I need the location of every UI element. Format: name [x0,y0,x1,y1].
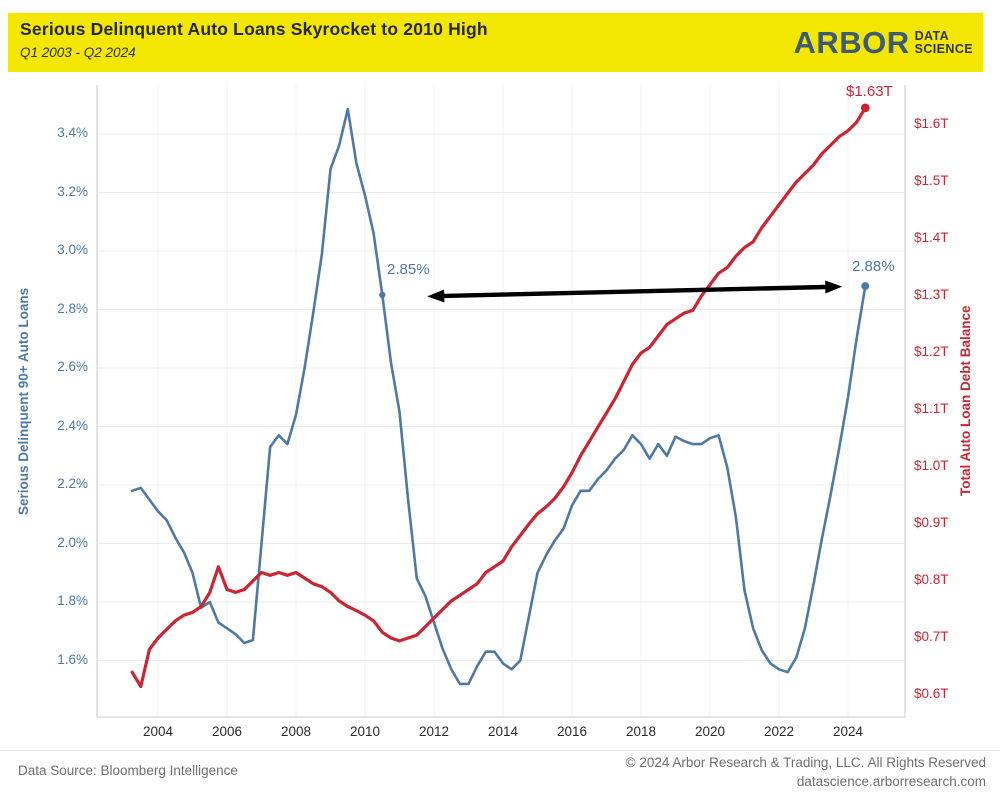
right-axis-title: Total Auto Loan Debt Balance [958,305,973,497]
x-axis-tick-label: 2014 [487,724,519,739]
y-axis-right-tick-label: $0.9T [914,515,949,530]
x-axis-tick-label: 2016 [556,724,588,739]
website-text: datascience.arborresearch.com [796,774,986,789]
logo-tagline-line1: DATA [914,28,950,43]
dot-latest-balance [860,103,870,113]
x-axis-tick-label: 2020 [694,724,726,739]
debt-balance-line [130,106,867,689]
annotation-2010-peak: 2.85% [387,261,430,278]
y-axis-right-tick-label: $1.5T [914,173,949,188]
chart-subtitle: Q1 2003 - Q2 2024 [20,45,136,60]
x-axis-tick-label: 2004 [142,724,174,739]
y-axis-right-tick-label: $0.7T [914,629,949,644]
logo-brand-text: ARBOR [793,24,910,60]
x-axis-tick-label: 2008 [280,724,312,739]
y-axis-right-tick-label: $1.1T [914,401,949,416]
comparison-arrow-head-right [825,280,843,294]
footer-divider [0,750,1000,751]
dot-latest-delinquency [861,282,870,291]
comparison-arrow-head-left [427,289,445,303]
x-axis-tick-label: 2024 [832,724,864,739]
y-axis-left-tick-label: 2.8% [57,300,88,316]
x-axis-tick-label: 2010 [349,724,381,739]
x-axis-tick-label: 2018 [625,724,657,739]
left-axis-title: Serious Delinquent 90+ Auto Loans [16,287,31,515]
arbor-logo: ARBOR DATA SCIENCE [793,13,973,72]
y-axis-left-tick-label: 3.0% [57,242,88,257]
x-axis-tick-label: 2022 [763,724,795,739]
x-axis-tick-label: 2012 [418,724,450,739]
footer-credits: © 2024 Arbor Research & Trading, LLC. Al… [626,753,986,791]
y-axis-left-tick-label: 1.8% [57,593,88,608]
y-axis-left-tick-label: 2.6% [57,359,88,374]
dot-2010-peak [379,291,386,299]
logo-tagline-line2: SCIENCE [914,41,973,56]
y-axis-left-tick-label: 2.4% [57,417,88,433]
y-axis-left-tick-label: 3.2% [57,183,88,199]
annotation-latest-balance: $1.63T [846,83,893,100]
x-axis-tick-label: 2006 [211,724,243,739]
y-axis-right-tick-label: $1.4T [914,230,949,245]
logo-tagline: DATA SCIENCE [914,28,973,56]
chart-title: Serious Delinquent Auto Loans Skyrocket … [20,19,488,39]
copyright-text: © 2024 Arbor Research & Trading, LLC. Al… [625,755,986,770]
data-source-note: Data Source: Bloomberg Intelligence [18,763,238,778]
header-banner: Serious Delinquent Auto Loans Skyrocket … [8,13,983,72]
y-axis-right-tick-label: $0.8T [914,572,949,587]
annotation-latest-delinquency: 2.88% [852,258,895,275]
y-axis-left-tick-label: 3.4% [57,125,88,140]
y-axis-left-tick-label: 1.6% [57,651,88,667]
y-axis-right-tick-label: $1.6T [914,116,949,131]
y-axis-left-tick-label: 2.0% [57,534,88,550]
y-axis-right-tick-label: $0.6T [914,686,949,701]
y-axis-right-tick-label: $1.2T [914,344,949,359]
y-axis-left-tick-label: 2.2% [57,476,88,491]
delinquency-line [130,107,867,686]
y-axis-right-tick-label: $1.0T [914,458,949,473]
comparison-arrow-shaft [439,284,831,299]
y-axis-right-tick-label: $1.3T [914,287,949,302]
